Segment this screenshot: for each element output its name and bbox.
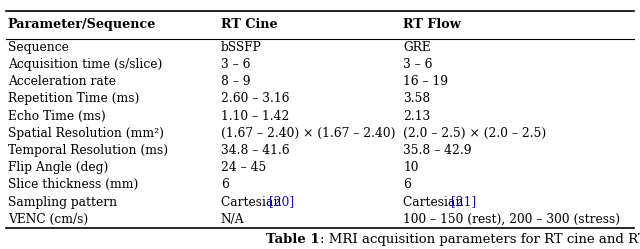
Text: Sampling pattern: Sampling pattern [8, 195, 117, 208]
Text: 3 – 6: 3 – 6 [221, 58, 250, 71]
Text: Cartesian: Cartesian [403, 195, 467, 208]
Text: 2.60 – 3.16: 2.60 – 3.16 [221, 92, 289, 105]
Text: 3.58: 3.58 [403, 92, 431, 105]
Text: 3 – 6: 3 – 6 [403, 58, 433, 71]
Text: 8 – 9: 8 – 9 [221, 75, 250, 88]
Text: RT Flow: RT Flow [403, 18, 461, 31]
Text: Echo Time (ms): Echo Time (ms) [8, 110, 106, 123]
Text: Slice thickness (mm): Slice thickness (mm) [8, 178, 138, 191]
Text: 6: 6 [403, 178, 411, 191]
Text: Parameter/Sequence: Parameter/Sequence [8, 18, 156, 31]
Text: 34.8 – 41.6: 34.8 – 41.6 [221, 144, 289, 157]
Text: Repetition Time (ms): Repetition Time (ms) [8, 92, 139, 105]
Text: : MRI acquisition parameters for RT cine and RT flow sequences.: : MRI acquisition parameters for RT cine… [320, 233, 640, 246]
Text: bSSFP: bSSFP [221, 41, 262, 54]
Text: [21]: [21] [451, 195, 476, 208]
Text: Cartesian: Cartesian [221, 195, 285, 208]
Text: Spatial Resolution (mm²): Spatial Resolution (mm²) [8, 127, 164, 140]
Text: 6: 6 [221, 178, 228, 191]
Text: 24 – 45: 24 – 45 [221, 161, 266, 174]
Text: VENC (cm/s): VENC (cm/s) [8, 213, 88, 226]
Text: 2.13: 2.13 [403, 110, 431, 123]
Text: Temporal Resolution (ms): Temporal Resolution (ms) [8, 144, 168, 157]
Text: N/A: N/A [221, 213, 244, 226]
Text: Table 1: Table 1 [266, 233, 320, 246]
Text: Flip Angle (deg): Flip Angle (deg) [8, 161, 108, 174]
Text: 10: 10 [403, 161, 419, 174]
Text: 100 – 150 (rest), 200 – 300 (stress): 100 – 150 (rest), 200 – 300 (stress) [403, 213, 620, 226]
Text: RT Cine: RT Cine [221, 18, 277, 31]
Text: 16 – 19: 16 – 19 [403, 75, 449, 88]
Text: GRE: GRE [403, 41, 431, 54]
Text: 35.8 – 42.9: 35.8 – 42.9 [403, 144, 472, 157]
Text: (2.0 – 2.5) × (2.0 – 2.5): (2.0 – 2.5) × (2.0 – 2.5) [403, 127, 547, 140]
Text: Sequence: Sequence [8, 41, 68, 54]
Text: Acceleration rate: Acceleration rate [8, 75, 116, 88]
Text: 1.10 – 1.42: 1.10 – 1.42 [221, 110, 289, 123]
Text: Acquisition time (s/slice): Acquisition time (s/slice) [8, 58, 162, 71]
Text: (1.67 – 2.40) × (1.67 – 2.40): (1.67 – 2.40) × (1.67 – 2.40) [221, 127, 396, 140]
Text: [20]: [20] [269, 195, 294, 208]
